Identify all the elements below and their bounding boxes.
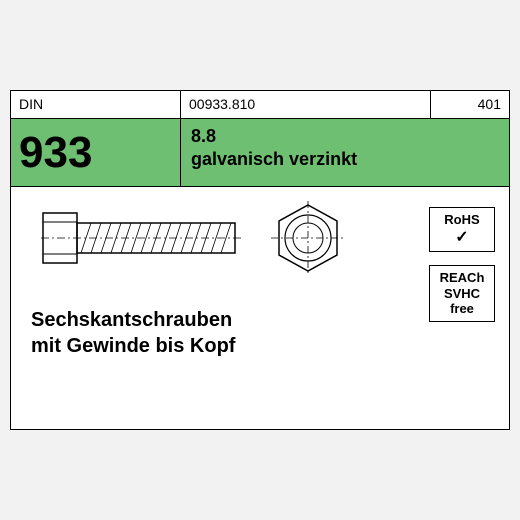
content-area: Sechskantschrauben mit Gewinde bis Kopf … — [11, 187, 509, 429]
rohs-label: RoHS — [432, 212, 492, 228]
bolt-side-icon — [41, 207, 241, 269]
description: Sechskantschrauben mit Gewinde bis Kopf — [31, 307, 235, 359]
right-code: 401 — [431, 91, 509, 118]
header-row: DIN 00933.810 401 — [11, 91, 509, 119]
hex-front-icon — [271, 201, 345, 275]
product-code: 00933.810 — [181, 91, 431, 118]
product-card: DIN 00933.810 401 933 8.8 galvanisch ver… — [10, 90, 510, 430]
reach-line1: REACh — [432, 270, 492, 286]
din-number: 933 — [11, 119, 181, 186]
spec-block: 8.8 galvanisch verzinkt — [181, 119, 509, 186]
reach-line3: free — [432, 301, 492, 317]
check-icon: ✓ — [432, 228, 492, 247]
desc-line1: Sechskantschrauben — [31, 307, 235, 333]
green-row: 933 8.8 galvanisch verzinkt — [11, 119, 509, 187]
desc-line2: mit Gewinde bis Kopf — [31, 333, 235, 359]
finish: galvanisch verzinkt — [191, 148, 499, 171]
reach-line2: SVHC — [432, 286, 492, 302]
grade: 8.8 — [191, 125, 499, 148]
reach-badge: REACh SVHC free — [429, 265, 495, 322]
rohs-badge: RoHS ✓ — [429, 207, 495, 252]
din-label: DIN — [11, 91, 181, 118]
